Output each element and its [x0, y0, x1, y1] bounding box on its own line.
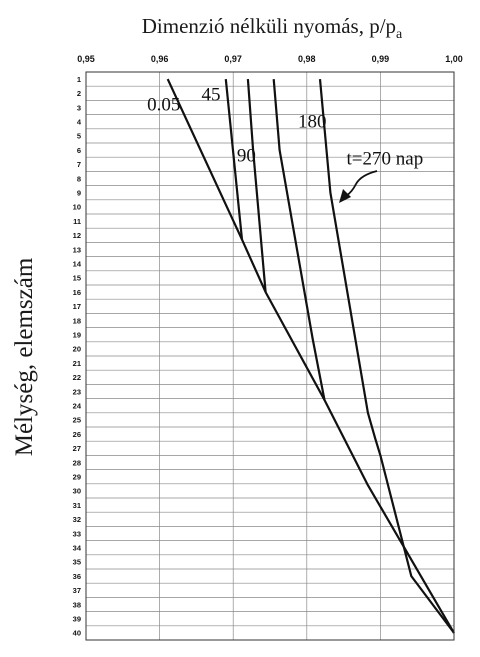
- x-tick-labels: 0,95 0,96 0,97 0,98 0,99 1,00: [77, 54, 463, 64]
- y-tick-label: 31: [73, 501, 81, 510]
- y-tick-label: 9: [77, 189, 81, 198]
- y-tick-label: 20: [73, 345, 81, 354]
- y-tick-label: 11: [73, 217, 81, 226]
- y-tick-label: 16: [73, 288, 81, 297]
- curve-labels: 0.05 45 180 90 t=270 nap: [147, 84, 423, 169]
- y-tick-label: 13: [73, 245, 81, 254]
- y-tick-label: 39: [73, 615, 81, 624]
- y-tick-label: 4: [77, 118, 82, 127]
- y-tick-label: 28: [73, 458, 81, 467]
- y-tick-label: 17: [73, 302, 81, 311]
- y-tick-label: 38: [73, 600, 81, 609]
- y-tick-labels: 1234567891011121314151617181920212223242…: [73, 75, 82, 638]
- x-tick-label: 0,95: [77, 54, 95, 64]
- y-tick-label: 15: [73, 274, 81, 283]
- y-tick-label: 35: [73, 558, 81, 567]
- curve-label: 180: [298, 111, 327, 132]
- chart-title-subscript: a: [396, 27, 403, 42]
- y-tick-label: 34: [73, 544, 82, 553]
- x-tick-label: 0,98: [298, 54, 316, 64]
- curve-label: 45: [202, 84, 221, 105]
- annotation-arrow-head: [339, 189, 351, 203]
- curve-label: t=270 nap: [347, 148, 424, 169]
- y-tick-label: 32: [73, 515, 81, 524]
- x-tick-label: 0,96: [151, 54, 169, 64]
- y-tick-label: 24: [73, 402, 82, 411]
- curve-label: 0.05: [147, 94, 180, 115]
- y-tick-label: 40: [73, 629, 81, 638]
- y-tick-label: 7: [77, 160, 81, 169]
- y-tick-label: 12: [73, 231, 81, 240]
- series-line-0-05: [166, 78, 455, 634]
- y-tick-label: 10: [73, 203, 81, 212]
- chart-title-main: Dimenzió nélküli nyomás, p/p: [142, 14, 396, 38]
- annotation-arrow-shaft: [345, 170, 378, 197]
- annotation-arrow: [339, 170, 378, 203]
- curve-label: 90: [237, 145, 256, 166]
- y-tick-label: 27: [73, 444, 81, 453]
- y-tick-label: 29: [73, 473, 81, 482]
- series-line-t-270-nap: [318, 78, 455, 634]
- y-tick-label: 8: [77, 174, 81, 183]
- y-tick-label: 6: [77, 146, 81, 155]
- series-lines: [166, 78, 455, 634]
- y-tick-label: 36: [73, 572, 81, 581]
- y-tick-label: 18: [73, 316, 81, 325]
- chart-title: Dimenzió nélküli nyomás, p/pa: [142, 14, 403, 42]
- y-tick-label: 19: [73, 331, 81, 340]
- y-tick-label: 26: [73, 430, 81, 439]
- y-tick-label: 3: [77, 103, 81, 112]
- y-tick-label: 30: [73, 487, 81, 496]
- y-tick-label: 33: [73, 529, 81, 538]
- y-tick-label: 5: [77, 132, 81, 141]
- y-tick-label: 21: [73, 359, 81, 368]
- y-tick-label: 23: [73, 387, 81, 396]
- y-tick-label: 22: [73, 373, 81, 382]
- x-tick-label: 0,99: [372, 54, 390, 64]
- y-tick-label: 37: [73, 586, 81, 595]
- series-line-45: [224, 78, 244, 240]
- y-axis-label: Mélység, elemszám: [11, 257, 38, 456]
- y-tick-label: 1: [77, 75, 81, 84]
- y-tick-label: 14: [73, 260, 82, 269]
- x-tick-label: 0,97: [224, 54, 242, 64]
- series-line-90: [246, 79, 267, 293]
- y-tick-label: 2: [77, 89, 81, 98]
- plot-frame: [85, 71, 455, 641]
- series-line-180: [272, 79, 326, 401]
- y-tick-label: 25: [73, 416, 81, 425]
- x-tick-label: 1,00: [445, 54, 463, 64]
